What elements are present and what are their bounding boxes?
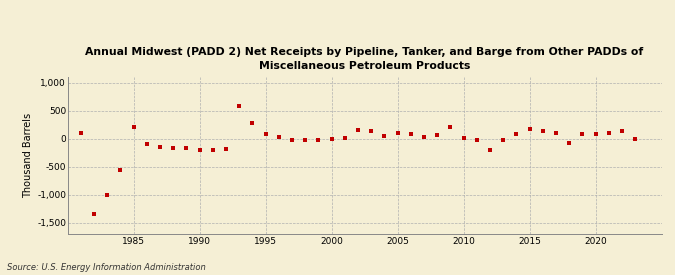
Point: [181, 146, 192, 150]
Text: Source: U.S. Energy Information Administration: Source: U.S. Energy Information Administ…: [7, 263, 205, 272]
Point: [564, 141, 574, 145]
Point: [128, 125, 139, 130]
Point: [551, 131, 562, 135]
Point: [76, 131, 86, 135]
Point: [577, 132, 588, 137]
Point: [300, 138, 310, 142]
Point: [432, 133, 443, 138]
Point: [603, 131, 614, 135]
Point: [102, 192, 113, 197]
Point: [392, 131, 403, 135]
Point: [155, 145, 165, 149]
Point: [616, 129, 627, 133]
Point: [590, 132, 601, 137]
Point: [537, 129, 548, 133]
Point: [326, 137, 337, 141]
Point: [511, 132, 522, 136]
Point: [221, 147, 232, 151]
Point: [88, 212, 99, 216]
Point: [115, 168, 126, 172]
Y-axis label: Thousand Barrels: Thousand Barrels: [23, 113, 33, 198]
Point: [286, 138, 297, 142]
Point: [260, 132, 271, 137]
Point: [194, 148, 205, 152]
Point: [630, 137, 641, 141]
Point: [458, 136, 469, 140]
Point: [340, 136, 350, 141]
Point: [141, 142, 152, 146]
Point: [405, 132, 416, 137]
Point: [273, 135, 284, 139]
Point: [207, 148, 218, 152]
Point: [167, 146, 178, 150]
Point: [485, 148, 495, 152]
Point: [471, 138, 482, 142]
Point: [366, 129, 377, 133]
Point: [313, 138, 324, 142]
Point: [524, 126, 535, 131]
Point: [497, 138, 508, 142]
Point: [234, 104, 244, 109]
Point: [445, 125, 456, 130]
Point: [247, 121, 258, 126]
Point: [352, 128, 363, 132]
Point: [379, 134, 389, 138]
Title: Annual Midwest (PADD 2) Net Receipts by Pipeline, Tanker, and Barge from Other P: Annual Midwest (PADD 2) Net Receipts by …: [85, 48, 644, 71]
Point: [418, 135, 429, 139]
